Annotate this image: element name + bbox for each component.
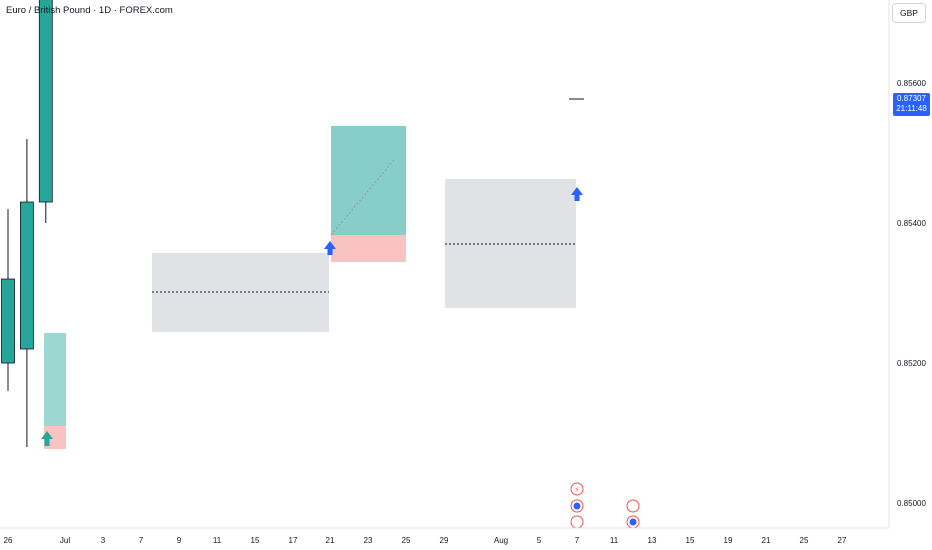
arrow-up-icon[interactable] bbox=[324, 241, 336, 255]
x-tick-label: 7 bbox=[139, 536, 144, 545]
candle-body bbox=[38, 0, 53, 203]
y-tick-label: 0.85600 bbox=[897, 79, 926, 88]
arrow-up-icon[interactable] bbox=[571, 187, 583, 201]
candle[interactable] bbox=[38, 0, 53, 223]
x-tick-label: 15 bbox=[686, 536, 695, 545]
currency-badge[interactable]: GBP bbox=[892, 3, 926, 23]
y-tick-label: 0.85000 bbox=[897, 499, 926, 508]
candle-body bbox=[1, 278, 15, 364]
flag-icon bbox=[629, 518, 637, 526]
dividend-event-icon[interactable] bbox=[570, 482, 584, 496]
flag-icon bbox=[573, 502, 581, 510]
chart-zones bbox=[44, 126, 576, 449]
arrow-up-icon[interactable] bbox=[41, 431, 53, 446]
economic-event-icon[interactable] bbox=[570, 515, 584, 529]
x-tick-label: 25 bbox=[800, 536, 809, 545]
current-price-label: 0.87307 bbox=[897, 94, 926, 103]
position-dashed-line bbox=[330, 159, 395, 236]
x-tick-label: 15 bbox=[251, 536, 260, 545]
event-icons: ⚡ bbox=[570, 482, 640, 529]
x-tick-label: 7 bbox=[575, 536, 580, 545]
x-tick-label: 5 bbox=[537, 536, 542, 545]
long-position-target-zone[interactable] bbox=[331, 126, 406, 235]
y-tick-label: 0.85400 bbox=[897, 219, 926, 228]
y-tick-label: 0.85200 bbox=[897, 359, 926, 368]
x-tick-label: 9 bbox=[177, 536, 182, 545]
x-tick-label: 11 bbox=[213, 536, 222, 545]
x-tick-label: Jul bbox=[60, 536, 70, 545]
bar-countdown-label: 21:11:48 bbox=[896, 104, 927, 113]
svg-text:⚡: ⚡ bbox=[575, 486, 580, 494]
time-axis[interactable]: 26 Jul 3 7 9 11 15 17 21 23 25 29 Aug 5 7 11 13 15 19 21 25 2… bbox=[4, 536, 847, 545]
x-tick-label: 26 bbox=[4, 536, 13, 545]
long-position-target-zone[interactable] bbox=[44, 333, 66, 426]
x-tick-label: Aug bbox=[494, 536, 508, 545]
current-price-tag: 0.87307 21:11:48 bbox=[893, 93, 930, 116]
x-tick-label: 21 bbox=[326, 536, 335, 545]
x-tick-label: 13 bbox=[648, 536, 657, 545]
x-tick-label: 3 bbox=[101, 536, 106, 545]
x-tick-label: 17 bbox=[289, 536, 298, 545]
candle-body bbox=[19, 201, 34, 350]
x-tick-label: 23 bbox=[364, 536, 373, 545]
x-tick-label: 19 bbox=[724, 536, 733, 545]
x-tick-label: 27 bbox=[838, 536, 847, 545]
chart-title: Euro / British Pound · 1D · FOREX.com bbox=[6, 5, 173, 16]
economic-event-icon[interactable] bbox=[626, 499, 640, 513]
x-tick-label: 11 bbox=[610, 536, 619, 545]
x-tick-label: 29 bbox=[440, 536, 449, 545]
price-axis[interactable]: 0.876000.874000.872000.870000.868000.866… bbox=[897, 0, 926, 508]
long-position-stop-zone[interactable] bbox=[331, 235, 406, 262]
candle[interactable] bbox=[1, 209, 15, 391]
candle[interactable] bbox=[19, 139, 34, 447]
candles-layer[interactable] bbox=[1, 0, 582, 447]
x-tick-label: 25 bbox=[402, 536, 411, 545]
x-tick-label: 21 bbox=[762, 536, 771, 545]
markers bbox=[41, 187, 583, 446]
